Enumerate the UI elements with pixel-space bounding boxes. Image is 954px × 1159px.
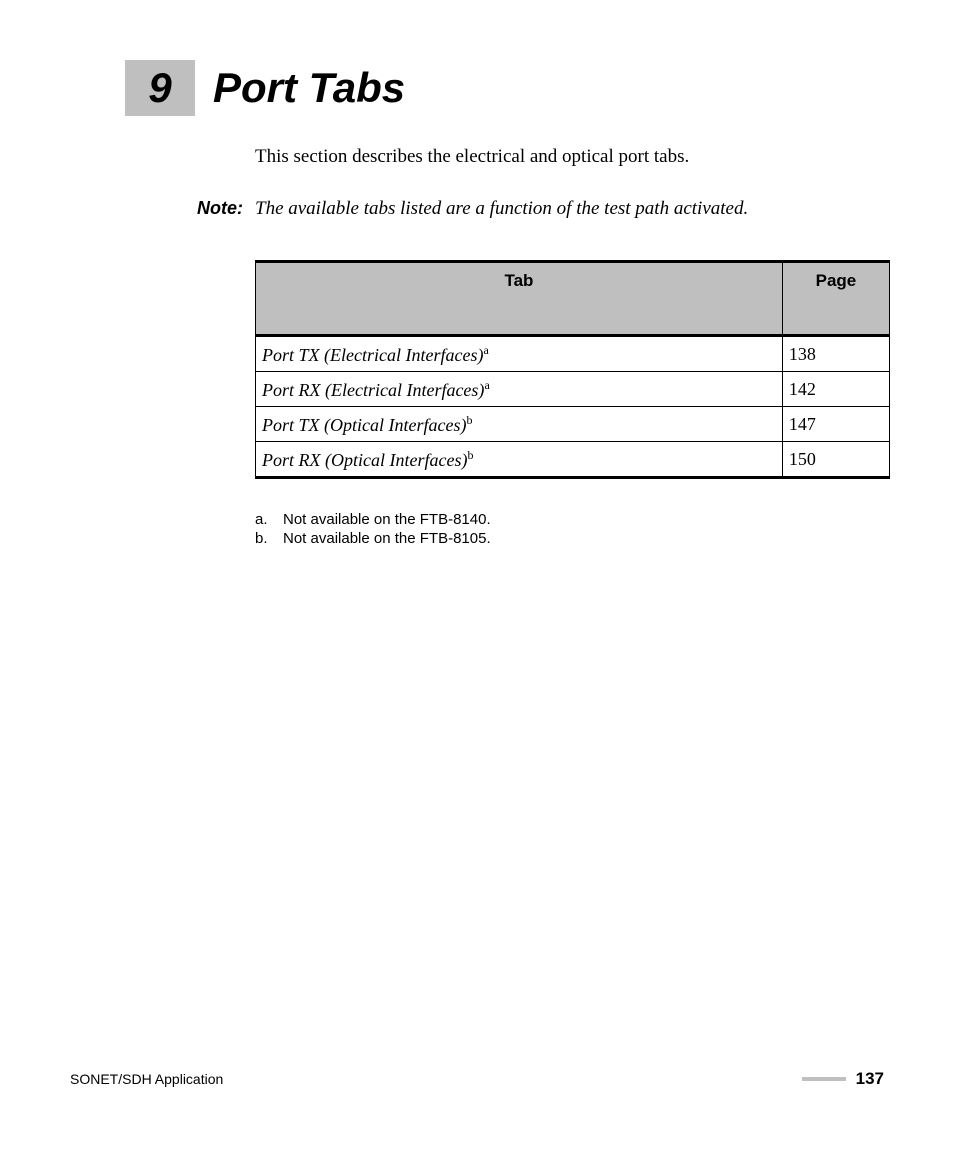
chapter-heading: 9 Port Tabs — [125, 60, 884, 116]
footer-left-text: SONET/SDH Application — [70, 1071, 223, 1087]
table-row: Port TX (Optical Interfaces)b 147 — [256, 407, 890, 442]
footnote-marker: b. — [255, 530, 283, 547]
footnotes: a. Not available on the FTB-8140. b. Not… — [255, 511, 884, 547]
footer-right: 137 — [802, 1069, 884, 1089]
table-header-page: Page — [782, 262, 889, 336]
page-footer: SONET/SDH Application 137 — [70, 1069, 884, 1089]
footnote: a. Not available on the FTB-8140. — [255, 511, 884, 528]
port-tabs-table: Tab Page Port TX (Electrical Interfaces)… — [255, 260, 890, 479]
footnote-text: Not available on the FTB-8105. — [283, 530, 491, 547]
chapter-title: Port Tabs — [213, 64, 405, 112]
table-row: Port TX (Electrical Interfaces)a 138 — [256, 336, 890, 372]
table-header-row: Tab Page — [256, 262, 890, 336]
row-sup: b — [466, 413, 472, 427]
row-label: Port TX (Optical Interfaces) — [262, 415, 466, 435]
table-header-tab: Tab — [256, 262, 783, 336]
footnote-marker: a. — [255, 511, 283, 528]
row-label: Port RX (Electrical Interfaces) — [262, 380, 484, 400]
table-row: Port RX (Optical Interfaces)b 150 — [256, 442, 890, 478]
footer-page-number: 137 — [856, 1069, 884, 1089]
table-cell-tab: Port RX (Optical Interfaces)b — [256, 442, 783, 478]
table-cell-tab: Port TX (Optical Interfaces)b — [256, 407, 783, 442]
note-text: The available tabs listed are a function… — [255, 198, 748, 220]
row-sup: b — [467, 448, 473, 462]
intro-paragraph: This section describes the electrical an… — [255, 146, 884, 168]
table-cell-page: 138 — [782, 336, 889, 372]
row-sup: a — [484, 378, 489, 392]
table-cell-page: 147 — [782, 407, 889, 442]
footnote: b. Not available on the FTB-8105. — [255, 530, 884, 547]
row-sup: a — [483, 343, 488, 357]
chapter-number-box: 9 — [125, 60, 195, 116]
chapter-number: 9 — [148, 64, 171, 112]
table-cell-tab: Port RX (Electrical Interfaces)a — [256, 372, 783, 407]
table-cell-page: 142 — [782, 372, 889, 407]
footnote-text: Not available on the FTB-8140. — [283, 511, 491, 528]
note-label: Note: — [183, 198, 243, 220]
row-label: Port RX (Optical Interfaces) — [262, 450, 467, 470]
note-block: Note: The available tabs listed are a fu… — [183, 198, 884, 220]
document-page: 9 Port Tabs This section describes the e… — [0, 0, 954, 1159]
table-cell-page: 150 — [782, 442, 889, 478]
footer-line — [802, 1077, 846, 1081]
table-cell-tab: Port TX (Electrical Interfaces)a — [256, 336, 783, 372]
row-label: Port TX (Electrical Interfaces) — [262, 345, 483, 365]
table-row: Port RX (Electrical Interfaces)a 142 — [256, 372, 890, 407]
